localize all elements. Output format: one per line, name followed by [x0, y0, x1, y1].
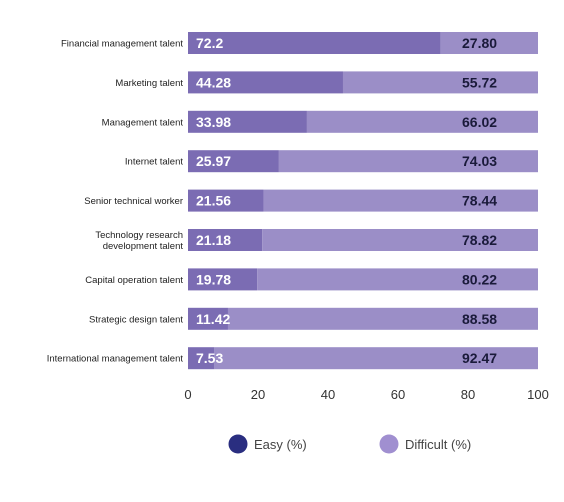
bar-easy: [188, 229, 263, 251]
legend-easy-label: Easy (%): [254, 437, 307, 452]
category-label-line: development talent: [103, 241, 184, 252]
category-label: Marketing talent: [115, 78, 183, 89]
bar-difficult: [214, 347, 539, 370]
data-label-easy: 21.18: [196, 232, 231, 248]
category-label: Strategic design talent: [89, 314, 183, 325]
category-label: Internet talent: [125, 157, 183, 168]
data-label-difficult: 88.58: [462, 311, 497, 327]
bar-easy: [188, 32, 441, 54]
bar-easy: [188, 71, 343, 94]
bars-group: 72.2 27.80 44.28 55.72 33.98 66.02 25.97 74.03 2…: [188, 32, 539, 370]
data-label-difficult: 55.72: [462, 74, 497, 90]
legend-difficult-swatch: [379, 434, 399, 454]
data-label-difficult: 74.03: [462, 153, 497, 169]
data-label-easy: 25.97: [196, 153, 231, 169]
bar-difficult: [257, 268, 538, 291]
bar-difficult: [262, 229, 538, 251]
category-label: Capital operation talent: [85, 275, 183, 286]
bar-difficult: [440, 32, 538, 54]
bar-difficult: [278, 150, 538, 173]
legend-easy-swatch: [228, 434, 248, 454]
bar-easy: [188, 189, 264, 212]
data-label-easy: 11.42: [196, 311, 230, 327]
data-label-easy: 21.56: [196, 193, 231, 209]
bar-easy: [188, 110, 307, 133]
data-label-difficult: 27.80: [462, 35, 497, 51]
data-label-difficult: 78.82: [462, 232, 497, 248]
x-tick-label: 60: [391, 387, 405, 402]
bar-easy: [188, 307, 228, 330]
bar-easy: [188, 347, 215, 370]
data-label-easy: 19.78: [196, 271, 231, 287]
x-tick-label: 0: [184, 387, 191, 402]
data-label-easy: 7.53: [196, 350, 223, 366]
category-labels-group: Financial management talent Marketing tal…: [47, 39, 184, 365]
category-label: Management talent: [102, 117, 184, 128]
bar-easy: [188, 150, 279, 173]
bar-difficult: [342, 71, 538, 94]
data-label-easy: 33.98: [196, 114, 231, 130]
category-label-line: Technology research: [95, 230, 183, 241]
legend-difficult-label: Difficult (%): [405, 437, 471, 452]
x-tick-label: 20: [251, 387, 265, 402]
bar-difficult: [227, 307, 538, 330]
data-label-easy: 44.28: [196, 74, 231, 90]
data-label-difficult: 80.22: [462, 271, 497, 287]
x-tick-label: 80: [461, 387, 475, 402]
bar-easy: [188, 268, 258, 291]
category-label: Financial management talent: [61, 39, 183, 50]
x-tick-label: 40: [321, 387, 335, 402]
legend: Easy (%) Difficult (%): [228, 434, 471, 454]
category-label: Senior technical worker: [84, 196, 183, 207]
bar-difficult: [306, 110, 538, 133]
data-label-difficult: 66.02: [462, 114, 497, 130]
bar-difficult: [263, 189, 538, 212]
data-label-difficult: 78.44: [462, 193, 497, 209]
data-label-difficult: 92.47: [462, 350, 497, 366]
category-label: International management talent: [47, 354, 184, 365]
x-axis-ticks-group: 0 20 40 60 80 100: [184, 387, 548, 402]
x-tick-label: 100: [527, 387, 549, 402]
data-label-easy: 72.2: [196, 35, 223, 51]
